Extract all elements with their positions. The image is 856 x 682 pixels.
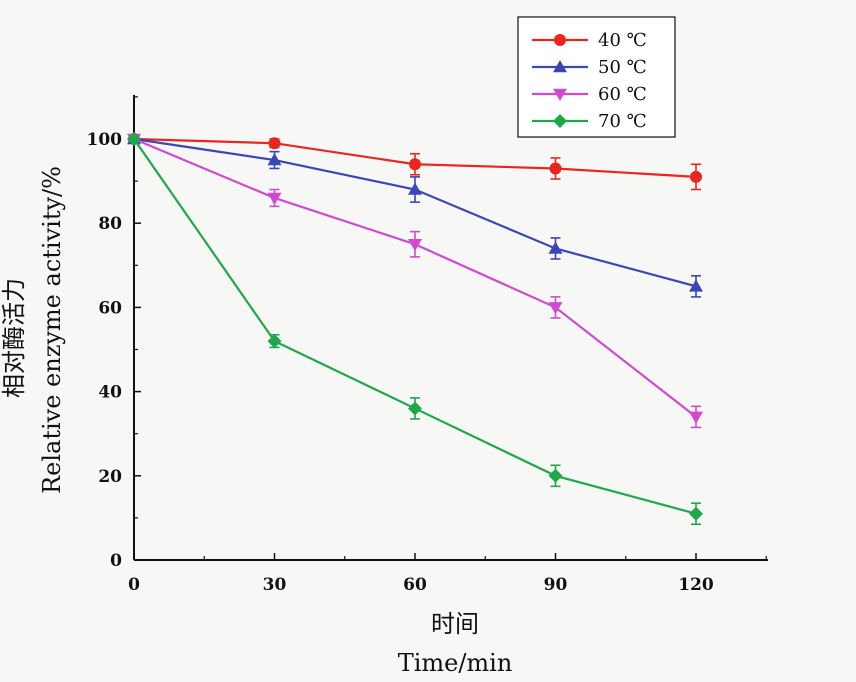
x-axis-title-en: Time/min xyxy=(398,649,513,677)
legend: 40 ℃ 50 ℃ 60 ℃ 70 ℃ xyxy=(517,16,676,138)
data-point xyxy=(690,170,702,183)
axes: 0 30 60 90 120 0 20 40 60 80 100 xyxy=(87,95,768,595)
series-3 xyxy=(127,132,703,526)
x-ticks: 0 30 60 90 120 xyxy=(128,553,767,595)
y-tick-label: 0 xyxy=(110,551,122,571)
y-tick-label: 100 xyxy=(87,130,123,150)
data-point xyxy=(267,334,282,349)
data-point xyxy=(409,158,421,171)
data-point xyxy=(548,468,563,483)
legend-box xyxy=(517,16,676,138)
data-point xyxy=(267,153,282,166)
legend-marker xyxy=(554,34,566,46)
x-tick-label: 0 xyxy=(128,575,140,595)
data-point xyxy=(127,132,141,146)
data-point xyxy=(408,401,422,416)
y-tick-label: 20 xyxy=(98,467,122,487)
data-point xyxy=(268,137,281,150)
y-axis-title-cn: 相对酶活力 xyxy=(0,278,28,398)
y-ticks: 0 20 40 60 80 100 xyxy=(87,96,141,571)
y-tick-label: 40 xyxy=(98,383,122,403)
legend-label: 40 ℃ xyxy=(598,30,647,51)
y-tick-label: 80 xyxy=(98,214,122,234)
x-axis-title-cn: 时间 xyxy=(431,610,479,638)
series-layer xyxy=(127,132,703,526)
legend-marker xyxy=(553,88,567,101)
data-point xyxy=(689,411,703,424)
series-2 xyxy=(127,133,703,429)
data-point xyxy=(267,192,282,205)
x-tick-label: 30 xyxy=(263,575,287,595)
data-point xyxy=(408,239,422,252)
legend-marker xyxy=(553,114,567,128)
x-tick-label: 120 xyxy=(678,575,714,595)
data-point xyxy=(689,279,703,292)
data-point xyxy=(548,302,563,315)
legend-marker xyxy=(553,60,567,73)
x-tick-label: 90 xyxy=(544,575,568,595)
series-1 xyxy=(127,132,703,298)
legend-label: 50 ℃ xyxy=(598,57,647,78)
legend-label: 60 ℃ xyxy=(598,84,647,105)
y-tick-label: 60 xyxy=(98,298,122,318)
legend-label: 70 ℃ xyxy=(598,111,647,132)
y-axis-title-en: Relative enzyme activity/% xyxy=(38,166,66,494)
data-point xyxy=(689,506,703,521)
data-point xyxy=(408,182,422,195)
data-point xyxy=(549,162,562,175)
data-point xyxy=(548,241,563,254)
x-tick-label: 60 xyxy=(403,575,427,595)
